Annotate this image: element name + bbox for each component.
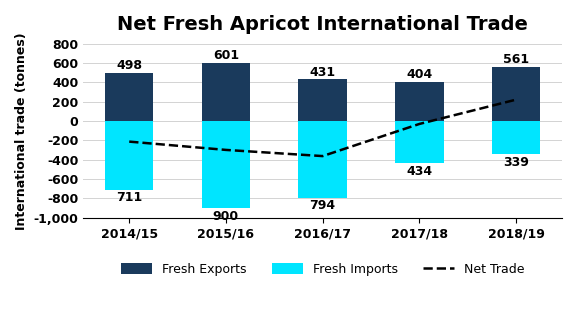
Text: 434: 434 — [406, 165, 432, 178]
Text: 339: 339 — [503, 156, 529, 168]
Bar — [105, 73, 153, 121]
Bar — [492, 121, 540, 154]
Title: Net Fresh Apricot International Trade: Net Fresh Apricot International Trade — [117, 15, 528, 34]
Bar — [395, 82, 444, 121]
Bar — [298, 79, 347, 121]
Bar — [202, 63, 250, 121]
Text: 431: 431 — [310, 65, 336, 78]
Text: 561: 561 — [503, 53, 529, 66]
Text: 900: 900 — [213, 210, 239, 223]
Bar — [298, 121, 347, 198]
Text: 711: 711 — [116, 191, 143, 204]
Text: 404: 404 — [406, 68, 433, 81]
Text: 498: 498 — [116, 59, 142, 72]
Bar — [395, 121, 444, 163]
Text: 601: 601 — [213, 49, 239, 62]
Y-axis label: International trade (tonnes): International trade (tonnes) — [15, 32, 28, 230]
Bar — [202, 121, 250, 208]
Bar — [105, 121, 153, 190]
Legend: Fresh Exports, Fresh Imports, Net Trade: Fresh Exports, Fresh Imports, Net Trade — [116, 258, 530, 281]
Bar — [492, 67, 540, 121]
Text: 794: 794 — [310, 199, 336, 213]
